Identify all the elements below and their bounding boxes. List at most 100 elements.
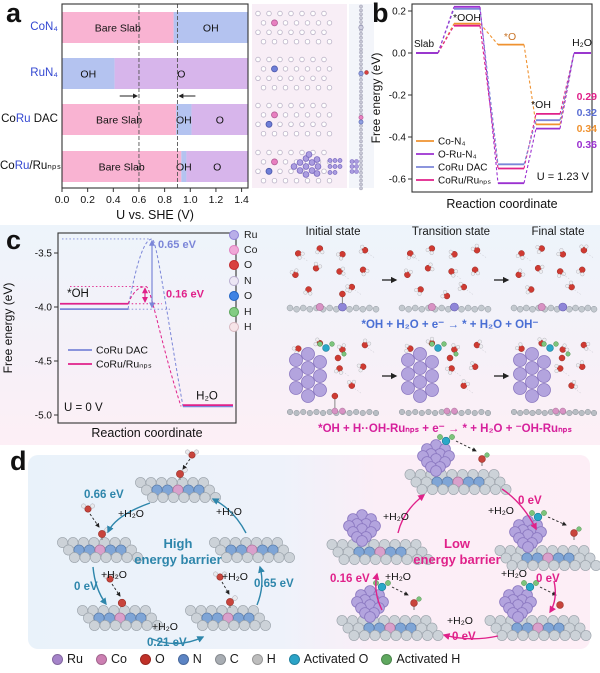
svg-text:0.2: 0.2 [392,7,406,18]
panel-c-background [0,225,600,445]
barrier-0ev-right: 0 eV [536,573,560,585]
svg-text:Bare Slab: Bare Slab [99,162,145,174]
water-label: +H₂O [385,571,411,583]
svg-text:0.16 eV: 0.16 eV [166,288,205,300]
svg-text:-4.0: -4.0 [35,303,53,314]
svg-text:0.29: 0.29 [577,91,598,103]
svg-text:0.0: 0.0 [55,194,70,206]
svg-text:Bare Slab: Bare Slab [96,115,142,127]
legend-dot-icon [139,653,151,665]
svg-text:OH: OH [176,115,192,127]
svg-text:CoRu/Ruₙₚₛ: CoRu/Ruₙₚₛ [96,359,152,371]
svg-text:Free energy (eV): Free energy (eV) [369,53,383,144]
svg-text:*OOH: *OOH [453,12,481,24]
svg-text:CoRu DAC: CoRu DAC [438,163,487,174]
panel-c-chart: 0.65 eV 0.16 eV -3.5 -4.0 -4.5 -5.0 *OH H₂O CoRu… [1,232,237,440]
atom-label: N [244,274,252,287]
water-label: +H₂O [222,571,248,583]
svg-text:Reaction coordinate: Reaction coordinate [446,197,557,211]
atom-dot-icon [229,322,239,333]
svg-text:Reaction coordinate: Reaction coordinate [91,426,202,440]
legend-label: N [192,652,202,666]
svg-text:U = 1.23 V: U = 1.23 V [537,171,590,183]
water-label: +H₂O [488,505,514,517]
atom-label: H [244,321,252,334]
atom-dot-icon [229,306,239,317]
svg-text:0.65 eV: 0.65 eV [158,239,197,251]
panel-label-a: a [6,0,22,28]
legend-item-activated-o: Activated O [288,652,368,666]
barrier-0ev-bottom: 0 eV [452,631,476,643]
svg-text:O: O [177,69,185,81]
legend-item-c: C [214,652,239,666]
barrier-0ev-topright: 0 eV [518,495,542,507]
panel-label-b: b [372,0,389,28]
svg-text:O-Ru-N₄: O-Ru-N₄ [438,150,477,161]
svg-text:OH: OH [203,23,219,35]
row-label-3: CoRu DAC [1,112,58,125]
svg-text:U vs. SHE (V): U vs. SHE (V) [116,208,194,222]
barrier-066ev: 0.66 eV [84,489,124,501]
svg-text:O: O [213,162,221,174]
svg-text:0.4: 0.4 [106,194,121,206]
panel-c-atom-legend: Ru Co O N O H H [229,227,257,335]
svg-text:OH: OH [176,162,192,174]
legend-label: C [229,652,239,666]
svg-text:0.0: 0.0 [392,49,406,60]
water-label: +H₂O [447,615,473,627]
water-label: +H₂O [216,506,242,518]
legend-item-o: O [139,652,165,666]
water-label: +H₂O [383,511,409,523]
legend-item-activated-h: Activated H [381,652,460,666]
row-label-1: CoN₄ [30,20,58,33]
atom-legend-item-h-5: H [229,304,257,319]
atom-dot-icon [229,291,239,302]
legend-label: Activated H [396,652,461,666]
legend-dot-icon [52,653,63,665]
svg-text:CoRu DAC: CoRu DAC [96,345,148,357]
panel-a-chart: Bare Slab OH OH O Bare Slab OH O Bare Slab OH O 0.… [55,3,374,222]
svg-text:0.32: 0.32 [577,107,598,119]
panel-label-c: c [6,225,22,255]
svg-text:-0.2: -0.2 [389,91,407,102]
atom-legend-item-n-3: N [229,273,257,288]
water-label: +H₂O [501,568,527,580]
atom-dot-icon [229,260,239,271]
atom-dot-icon [229,275,239,286]
svg-text:0.8: 0.8 [157,194,172,206]
equation-np: *OH + H··OH-Ruₙₚₛ + e⁻ → * + H₂O + ⁻OH-R… [318,423,572,435]
svg-text:-0.6: -0.6 [389,175,407,186]
panel-d-cycles [57,434,600,645]
svg-text:1.0: 1.0 [183,194,198,206]
svg-text:0.6: 0.6 [132,194,147,206]
legend-dot-icon [95,653,107,665]
svg-text:0.34: 0.34 [577,123,598,135]
legend-label: Ru [67,652,83,666]
atom-legend-item-co-1: Co [229,242,257,257]
atom-dot-icon [229,245,239,256]
svg-text:U = 0 V: U = 0 V [64,402,103,414]
atom-label: H [244,305,252,318]
legend-item-h: H [251,652,276,666]
svg-text:-4.5: -4.5 [35,357,53,368]
svg-text:O: O [216,115,224,127]
atom-legend-item-h-6: H [229,319,257,334]
water-label: +H₂O [152,621,178,633]
legend-label: H [266,652,276,666]
svg-text:CoRu/Ruₙₚₛ: CoRu/Ruₙₚₛ [438,176,491,187]
legend-dot-icon [177,653,189,665]
svg-text:Slab: Slab [414,39,434,50]
atom-color-legend: Ru Co O N C H Activated O Activated H [52,652,572,666]
panel-c-snapshots [286,243,598,417]
state-header-final: Final state [531,226,585,238]
water-label: +H₂O [101,569,127,581]
row-label-4: CoRu/Ruₙₚₛ [0,159,62,172]
svg-text:H₂O: H₂O [572,37,592,49]
atom-legend-item-o-4: O [229,289,257,304]
atom-label: Co [244,244,258,257]
legend-dot-icon [251,653,263,665]
atom-label: O [244,290,253,303]
barrier-065ev: 0.65 eV [254,578,294,590]
atom-legend-item-o-2: O [229,258,257,273]
